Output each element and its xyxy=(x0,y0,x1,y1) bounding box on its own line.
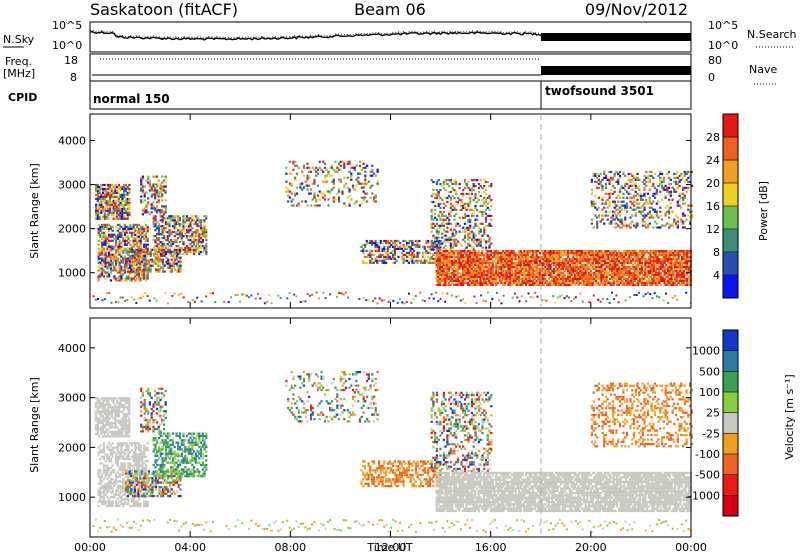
velocity-xtick-label: 00:00 xyxy=(675,541,707,554)
velocity-colorbar-tick: 500 xyxy=(699,365,720,378)
noise-right-ybottom-label: 10^0 xyxy=(708,39,738,52)
power-panel: Slant Range [km] 1000 2000 3000 4000 xyxy=(28,113,693,309)
frequency-panel: Freq. [MHz] 18 8 80 0 Nave xyxy=(3,53,777,85)
noise-left-label: N.Sky xyxy=(3,33,35,46)
power-ytick-label: 3000 xyxy=(58,179,86,192)
power-colorbar-tick: 8 xyxy=(713,246,720,259)
beam-title: Beam 06 xyxy=(354,0,426,19)
noise-ybottom-label: 10^0 xyxy=(52,39,82,52)
velocity-panel: Slant Range [km] 1000 2000 3000 4000 00:00 0… xyxy=(28,317,707,554)
velocity-ylabel: Slant Range [km] xyxy=(28,377,41,473)
power-ytick-label: 1000 xyxy=(58,267,86,280)
velocity-colorbar-swatch xyxy=(723,433,738,455)
noise-panel: N.Sky 10^5 10^0 10^5 10^0 N.Search xyxy=(3,19,797,53)
velocity-xtick-label: 00:00 xyxy=(74,541,106,554)
velocity-colorbar-label: Velocity [m s⁻¹] xyxy=(783,374,796,459)
power-colorbar: Power [dB] 4 8 12 16 20 24 28 xyxy=(706,113,770,299)
noise-search-band xyxy=(541,33,691,41)
power-data xyxy=(92,160,693,305)
velocity-colorbar-tick: -25 xyxy=(702,427,720,440)
velocity-colorbar-tick: -100 xyxy=(695,448,720,461)
freq-ytick-8: 8 xyxy=(70,71,77,84)
power-colorbar-tick: 28 xyxy=(706,131,720,144)
nave-ytick-0: 0 xyxy=(708,71,715,84)
velocity-xtick-label: 12:00 xyxy=(375,541,407,554)
velocity-colorbar-swatch xyxy=(723,392,738,414)
velocity-colorbar-swatch xyxy=(723,371,738,393)
power-colorbar-swatch xyxy=(723,137,738,161)
date-title: 09/Nov/2012 xyxy=(585,0,688,19)
power-colorbar-tick: 16 xyxy=(706,200,720,213)
velocity-xtick-label: 04:00 xyxy=(174,541,206,554)
freq-unit-label: [MHz] xyxy=(3,67,35,80)
velocity-data xyxy=(92,371,693,533)
velocity-colorbar-swatch xyxy=(723,474,738,496)
cpid-segment-twofsound: twofsound 3501 xyxy=(545,84,654,98)
noise-right-ytop-label: 10^5 xyxy=(708,19,738,32)
velocity-ytick-label: 3000 xyxy=(58,392,86,405)
velocity-ytick-label: 2000 xyxy=(58,441,86,454)
nave-label: Nave xyxy=(749,63,777,76)
freq-ytick-18: 18 xyxy=(64,54,78,67)
power-ylabel: Slant Range [km] xyxy=(28,163,41,259)
station-title: Saskatoon (fitACF) xyxy=(90,0,238,19)
power-colorbar-tick: 4 xyxy=(713,269,720,282)
cpid-segment-normal: normal 150 xyxy=(93,92,170,106)
cpid-label: CPID xyxy=(8,91,37,104)
velocity-colorbar-tick: -1000 xyxy=(688,489,720,502)
velocity-colorbar-swatch xyxy=(723,495,738,517)
power-colorbar-tick: 20 xyxy=(706,177,720,190)
power-colorbar-tick: 24 xyxy=(706,154,720,167)
power-colorbar-swatch xyxy=(723,160,738,184)
nave-ytick-80: 80 xyxy=(708,54,722,67)
power-colorbar-swatch xyxy=(723,206,738,230)
velocity-colorbar-tick: 25 xyxy=(706,407,720,420)
velocity-colorbar-swatch xyxy=(723,330,738,352)
velocity-colorbar-tick: 1000 xyxy=(692,345,720,358)
freq-left-label: Freq. xyxy=(5,55,32,68)
noise-search-trace xyxy=(89,29,692,39)
twofsound-freq-band xyxy=(541,66,691,75)
power-colorbar-swatch xyxy=(723,252,738,276)
power-ytick-label: 4000 xyxy=(58,134,86,147)
velocity-ytick-label: 4000 xyxy=(58,342,86,355)
power-colorbar-swatch xyxy=(723,275,738,299)
velocity-xtick-label: 08:00 xyxy=(274,541,306,554)
power-colorbar-tick: 12 xyxy=(706,223,720,236)
noise-right-label: N.Search xyxy=(747,28,797,41)
velocity-xtick-label: 16:00 xyxy=(475,541,507,554)
velocity-xtick-label: 20:00 xyxy=(575,541,607,554)
velocity-colorbar: Velocity [m s⁻¹] 1000 500 100 25 -25 -100 -500… xyxy=(688,329,796,517)
velocity-colorbar-swatch xyxy=(723,350,738,372)
velocity-colorbar-tick: 100 xyxy=(699,386,720,399)
power-colorbar-label: Power [dB] xyxy=(757,181,770,241)
power-colorbar-swatch xyxy=(723,183,738,207)
velocity-ytick-label: 1000 xyxy=(58,491,86,504)
velocity-colorbar-swatch xyxy=(723,454,738,476)
velocity-colorbar-tick: -500 xyxy=(695,469,720,482)
cpid-panel: CPID normal 150 twofsound 3501 xyxy=(8,80,692,110)
velocity-colorbar-swatch xyxy=(723,412,738,434)
power-colorbar-swatch xyxy=(723,229,738,253)
power-colorbar-swatch xyxy=(723,114,738,138)
x-axis-label: Time UT xyxy=(366,541,412,554)
power-ytick-label: 2000 xyxy=(58,223,86,236)
noise-ytop-label: 10^5 xyxy=(52,19,82,32)
